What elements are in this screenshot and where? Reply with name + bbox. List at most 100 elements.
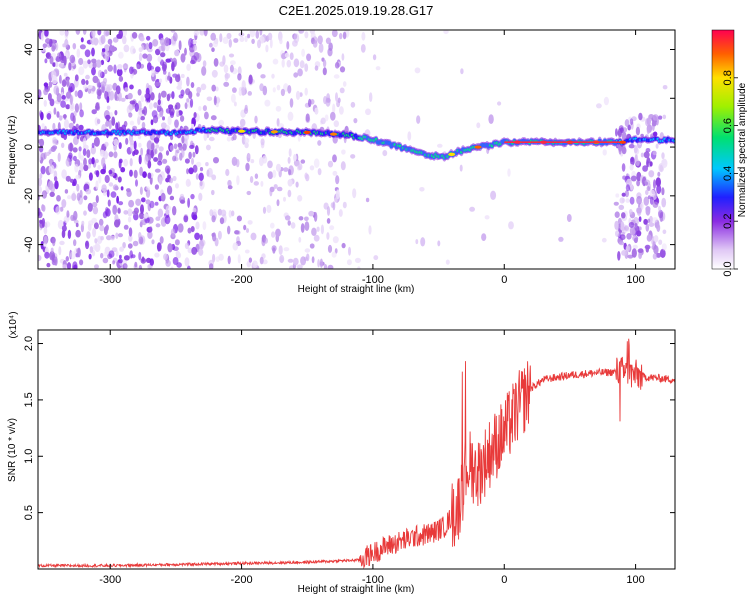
y-tick-label: -20	[23, 188, 35, 204]
spectrogram-speckle	[199, 234, 203, 241]
spectrogram-speckle	[354, 257, 361, 263]
spectrogram-speckle	[622, 175, 627, 180]
spectrogram-speckle	[116, 33, 123, 39]
spectrogram-speckle	[40, 47, 47, 52]
spectrogram-speckle	[205, 144, 211, 151]
spectrogram-speckle	[165, 108, 171, 114]
spectrogram-speckle	[272, 169, 277, 178]
spectrogram-speckle	[368, 225, 372, 235]
spectrogram-speckle	[120, 167, 126, 173]
spectrogram-speckle	[162, 158, 168, 164]
spectrogram-speckle	[165, 150, 170, 156]
spectrogram-speckle	[155, 216, 161, 221]
spectrogram-speckle	[638, 216, 642, 223]
spectrogram-speckle	[267, 171, 274, 180]
spectrogram-speckle	[82, 30, 87, 35]
spectrogram-speckle	[628, 209, 633, 215]
spectrogram-speckle	[167, 185, 173, 195]
spectrogram-speckle	[160, 52, 166, 58]
spectrogram-speckle	[196, 92, 200, 97]
y-tick-label: 0	[23, 144, 35, 150]
spectrogram-speckle	[208, 136, 215, 142]
spectrogram-speckle	[73, 219, 79, 224]
spectrogram-speckle	[264, 237, 269, 244]
spectrogram-speckle	[339, 106, 344, 115]
spectrogram-speckle	[420, 237, 426, 247]
spectrogram-speckle	[159, 37, 165, 46]
spectrogram-speckle	[305, 113, 310, 122]
spectrogram-speckle	[39, 172, 43, 179]
spectrogram-speckle	[645, 148, 651, 153]
spectrogram-speckle	[46, 113, 52, 120]
spectrogram-speckle	[68, 152, 73, 159]
spectrogram-speckle	[147, 62, 152, 72]
spectrogram-speckle	[203, 132, 208, 142]
x-tick-label: 0	[501, 274, 507, 286]
spectrogram-speckle	[142, 171, 147, 179]
spectrogram-speckle	[295, 90, 301, 100]
spectrogram-speckle	[115, 250, 119, 257]
spectrogram-speckle	[61, 95, 66, 100]
spectrogram-speckle	[78, 66, 85, 75]
spectrogram-speckle	[189, 98, 194, 108]
spectrogram-speckle	[169, 111, 175, 118]
spectrogram-speckle	[269, 38, 273, 49]
spectrogram-speckle	[657, 171, 661, 177]
spectrogram-speckle	[646, 117, 651, 126]
y-tick-label: 20	[23, 92, 35, 104]
spectrogram-speckle	[339, 87, 345, 94]
spectrogram-speckle	[196, 86, 202, 94]
spectrogram-speckle	[170, 266, 174, 269]
spectrogram-speckle	[88, 253, 92, 260]
spectrogram-speckle	[38, 89, 42, 99]
spectrogram-speckle	[317, 168, 322, 176]
spectrogram-speckle	[226, 32, 232, 40]
spectrogram-speckle	[653, 131, 658, 137]
spectrogram-speckle	[167, 243, 173, 253]
spectrogram-speckle	[54, 180, 59, 190]
spectrogram-speckle	[108, 151, 114, 158]
spectrogram-speckle	[658, 205, 661, 212]
spectrogram-speckle	[140, 204, 144, 215]
spectrogram-speckle	[54, 61, 59, 68]
spectrogram-speckle	[158, 146, 164, 152]
spectrogram-speckle	[169, 195, 175, 201]
spectrogram-speckle	[317, 259, 320, 268]
spectrogram-speckle	[617, 251, 621, 261]
spectrogram-speckle	[497, 101, 502, 106]
x-tick-label: 100	[626, 274, 644, 286]
spectrogram-speckle	[259, 83, 264, 92]
spectrogram-speckle	[306, 253, 310, 262]
spectrogram-speckle	[259, 30, 263, 36]
spectrogram-speckle	[225, 168, 230, 177]
x-tick-label: -200	[231, 274, 253, 286]
spectrogram-speckle	[123, 44, 130, 53]
spectrogram-speckle	[115, 232, 119, 239]
spectrogram-speckle	[109, 112, 113, 118]
spectrogram-speckle	[244, 35, 248, 43]
spectrogram-speckle	[138, 232, 142, 240]
ridge-hotspot	[619, 140, 626, 144]
spectrogram-speckle	[100, 59, 105, 66]
spectrogram-speckle	[255, 30, 260, 39]
spectrogram-speckle	[375, 66, 381, 71]
spectrogram-speckle	[147, 230, 153, 239]
spectrogram-speckle	[75, 229, 81, 238]
spectrogram-speckle	[194, 232, 201, 240]
spectrogram-speckle	[91, 109, 97, 115]
spectrogram-speckle	[481, 233, 487, 242]
spectrogram-speckle	[104, 141, 109, 147]
spectrogram-speckle	[342, 201, 347, 209]
spectrogram-speckle	[193, 112, 197, 119]
spectrogram-speckle	[120, 97, 126, 102]
spectrogram-speckle	[443, 30, 449, 35]
spectrogram-speckle	[80, 223, 84, 233]
spectrogram-speckle	[643, 151, 650, 159]
spectrogram-speckle	[256, 62, 262, 69]
spectrogram-speckle	[213, 157, 219, 164]
spectrogram-x-axis-label: Height of straight line (km)	[298, 284, 415, 295]
spectrogram-speckle	[566, 214, 572, 222]
spectrogram-speckle	[618, 204, 625, 210]
spectrogram-speckle	[222, 36, 229, 45]
spectrogram-speckle	[67, 195, 72, 200]
